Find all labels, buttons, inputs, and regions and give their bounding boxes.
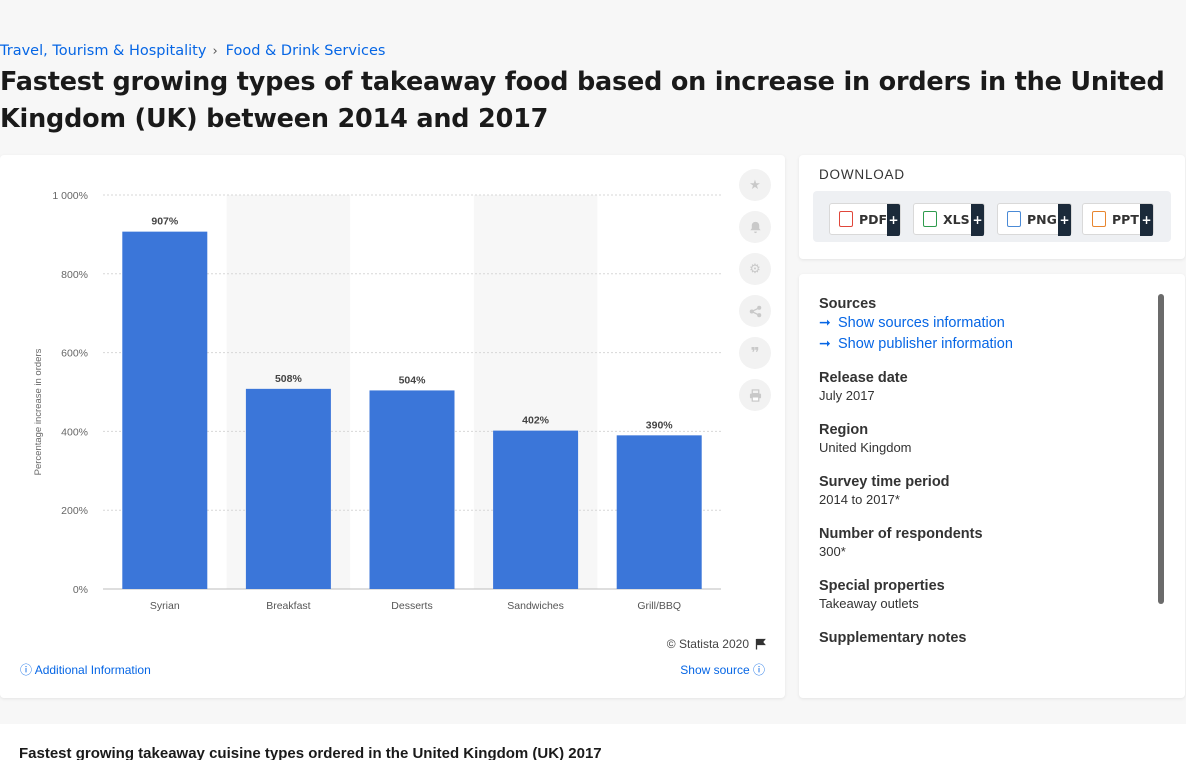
y-tick-label: 0%	[73, 584, 88, 596]
respondents-value: 300*	[819, 544, 846, 559]
info-icon: ⓘ	[752, 663, 765, 677]
show-publisher-label: Show publisher information	[838, 335, 1013, 352]
bar	[245, 388, 331, 589]
survey-period-value: 2014 to 2017*	[819, 492, 900, 507]
gear-icon[interactable]: ⚙	[739, 253, 771, 285]
show-source-link[interactable]: Show source ⓘ	[680, 661, 765, 678]
x-tick-label: Desserts	[391, 600, 432, 612]
flag-icon[interactable]	[755, 638, 767, 650]
star-icon[interactable]: ★	[739, 169, 771, 201]
details-scroll-area[interactable]: Sources ➞ Show sources information ➞ Sho…	[819, 296, 1149, 680]
plus-icon: +	[1058, 204, 1071, 236]
x-tick-label: Sandwiches	[507, 600, 564, 612]
x-tick-label: Syrian	[150, 600, 180, 612]
plus-icon: +	[887, 204, 900, 236]
y-tick-label: 400%	[61, 426, 88, 438]
quote-icon[interactable]: ❞	[739, 337, 771, 369]
chevron-right-icon: ›	[212, 43, 218, 59]
show-sources-link[interactable]: ➞ Show sources information	[819, 314, 1149, 331]
related-statistic-title[interactable]: Fastest growing takeaway cuisine types o…	[19, 745, 602, 760]
survey-period-heading: Survey time period	[819, 474, 950, 490]
download-xls-button[interactable]: XLS +	[913, 203, 985, 236]
info-icon: ⓘ	[20, 663, 33, 677]
special-properties-heading: Special properties	[819, 578, 945, 594]
x-tick-label: Breakfast	[266, 600, 310, 612]
y-tick-label: 800%	[61, 269, 88, 281]
y-tick-label: 600%	[61, 348, 88, 360]
chart-toolbar: ★ ⚙ ❞	[739, 169, 771, 421]
bar-value-label: 907%	[151, 216, 179, 228]
download-card: DOWNLOAD PDF + XLS + PNG + PPT +	[799, 155, 1185, 259]
arrow-right-icon: ➞	[819, 314, 831, 330]
region-value: United Kingdom	[819, 440, 912, 455]
breadcrumb-link-food-drink[interactable]: Food & Drink Services	[225, 43, 386, 59]
bar-value-label: 390%	[646, 419, 674, 431]
sources-heading: Sources	[819, 296, 877, 312]
bar-value-label: 504%	[399, 374, 427, 386]
additional-information-label: Additional Information	[34, 663, 151, 677]
show-publisher-link[interactable]: ➞ Show publisher information	[819, 335, 1149, 352]
statistic-details-card: Sources ➞ Show sources information ➞ Sho…	[799, 274, 1185, 698]
png-file-icon	[1007, 211, 1021, 227]
download-pdf-label: PDF	[859, 211, 888, 227]
ppt-file-icon	[1092, 211, 1106, 227]
xls-file-icon	[923, 211, 937, 227]
breadcrumb-link-travel[interactable]: Travel, Tourism & Hospitality	[0, 43, 207, 59]
print-icon[interactable]	[739, 379, 771, 411]
bar-value-label: 508%	[275, 373, 303, 385]
page-title: Fastest growing types of takeaway food b…	[0, 67, 1165, 134]
bar-chart: 0% 200% 400% 600% 800% 1 000% Percentage incre…	[33, 190, 721, 612]
show-source-label: Show source	[680, 663, 750, 677]
chart-card: 0% 200% 400% 600% 800% 1 000% Percentage incre…	[0, 155, 785, 698]
breadcrumb: Travel, Tourism & Hospitality › Food & D…	[0, 43, 385, 59]
x-tick-label: Grill/BBQ	[637, 600, 681, 612]
pdf-file-icon	[839, 211, 853, 227]
copyright-note: © Statista 2020	[667, 637, 767, 651]
show-sources-label: Show sources information	[838, 314, 1005, 331]
bar-value-label: 402%	[522, 415, 550, 427]
related-statistic-card: Fastest growing takeaway cuisine types o…	[0, 724, 1186, 760]
download-png-label: PNG	[1027, 211, 1057, 227]
region-heading: Region	[819, 422, 869, 438]
download-title: DOWNLOAD	[819, 167, 905, 182]
download-pdf-button[interactable]: PDF +	[829, 203, 901, 236]
bar	[369, 390, 455, 589]
supplementary-notes-heading: Supplementary notes	[819, 630, 967, 646]
download-ppt-label: PPT	[1112, 211, 1139, 227]
bar	[122, 231, 208, 589]
download-xls-label: XLS	[943, 211, 970, 227]
additional-information-link[interactable]: ⓘ Additional Information	[20, 661, 151, 678]
y-tick-label: 1 000%	[52, 190, 88, 202]
plus-icon: +	[1140, 204, 1153, 236]
share-icon[interactable]	[739, 295, 771, 327]
bell-icon[interactable]	[739, 211, 771, 243]
scrollbar-thumb[interactable]	[1158, 294, 1164, 604]
copyright-text: © Statista 2020	[666, 637, 749, 651]
bar	[493, 430, 579, 589]
download-toolbar: PDF + XLS + PNG + PPT +	[813, 191, 1171, 242]
y-tick-label: 200%	[61, 505, 88, 517]
y-axis-title: Percentage increase in orders	[33, 348, 44, 475]
release-date-value: July 2017	[819, 388, 875, 403]
bar	[616, 435, 702, 589]
respondents-heading: Number of respondents	[819, 526, 983, 542]
special-properties-value: Takeaway outlets	[819, 596, 919, 611]
arrow-right-icon: ➞	[819, 335, 831, 351]
download-png-button[interactable]: PNG +	[997, 203, 1072, 236]
release-date-heading: Release date	[819, 370, 908, 386]
plus-icon: +	[971, 204, 984, 236]
download-ppt-button[interactable]: PPT +	[1082, 203, 1154, 236]
